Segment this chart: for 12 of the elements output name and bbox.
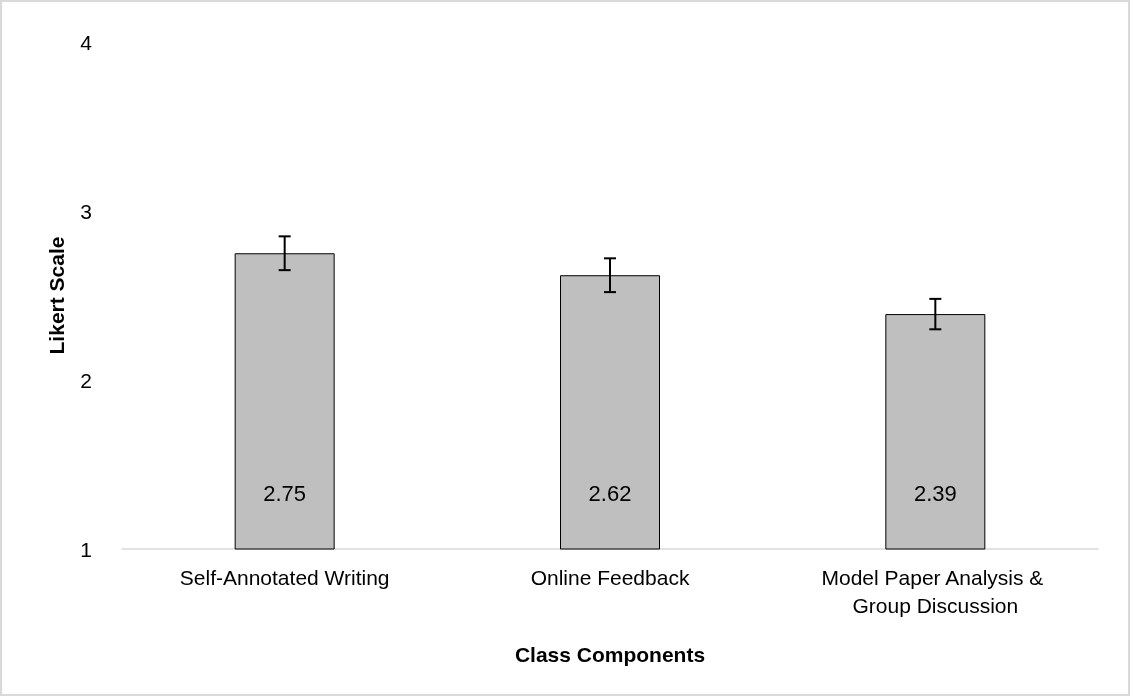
y-tick-label: 2 <box>80 368 92 392</box>
data-label: 2.39 <box>913 481 957 506</box>
x-tick-label: Self-Annotated Writing <box>179 565 390 589</box>
y-tick-label: 1 <box>80 537 92 561</box>
x-axis-title: Class Components <box>514 643 706 666</box>
y-tick-label: 4 <box>80 30 93 54</box>
data-label: 2.62 <box>588 481 632 506</box>
data-label: 2.75 <box>263 481 307 506</box>
y-axis-title: Likert Scale <box>45 236 68 355</box>
x-tick-label: Online Feedback <box>530 565 690 589</box>
x-tick-label: Model Paper Analysis & Group Discussion <box>821 565 1050 617</box>
y-tick-label: 3 <box>80 199 92 223</box>
